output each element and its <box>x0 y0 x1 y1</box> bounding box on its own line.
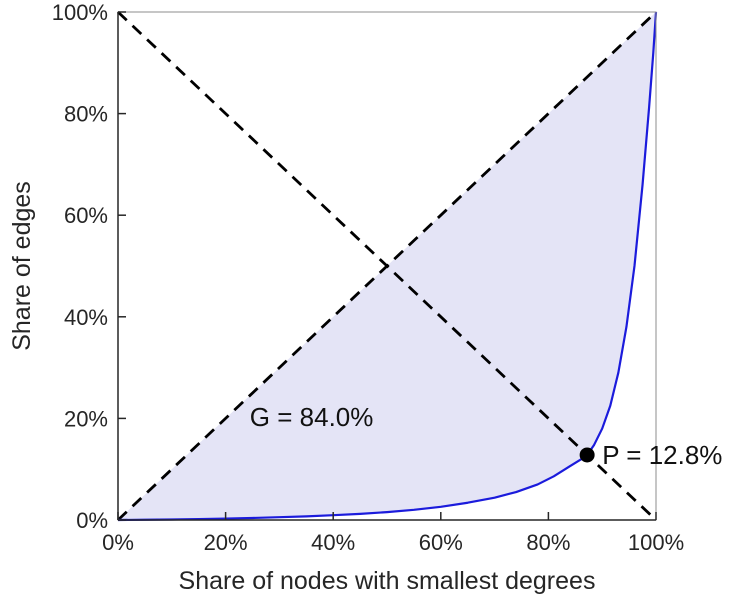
x-tick-label: 80% <box>526 530 570 555</box>
gini-annotation: G = 84.0% <box>250 402 374 432</box>
p-annotation: P = 12.8% <box>602 440 722 470</box>
x-tick-label: 0% <box>102 530 134 555</box>
plot-layers: 0% 20% 40% 60% 80% 100% 0% 20% 40% 60% 80% 100% <box>52 0 684 555</box>
anti-diagonal <box>117 10 657 522</box>
y-tick-label: 80% <box>64 102 108 127</box>
y-tick-label: 20% <box>64 406 108 431</box>
x-axis-title: Share of nodes with smallest degrees <box>179 567 596 595</box>
x-tick-label: 40% <box>311 530 355 555</box>
y-tick-label: 100% <box>52 0 108 25</box>
x-tick-label: 20% <box>204 530 248 555</box>
x-tick-label: 60% <box>419 530 463 555</box>
lorenz-curve <box>117 11 658 522</box>
y-tick-label: 40% <box>64 305 108 330</box>
y-tick-label: 0% <box>76 508 108 533</box>
x-tick-label: 100% <box>628 530 684 555</box>
y-axis-title: Share of edges <box>8 181 36 351</box>
intersection-point <box>579 447 595 463</box>
y-tick-label: 60% <box>64 203 108 228</box>
